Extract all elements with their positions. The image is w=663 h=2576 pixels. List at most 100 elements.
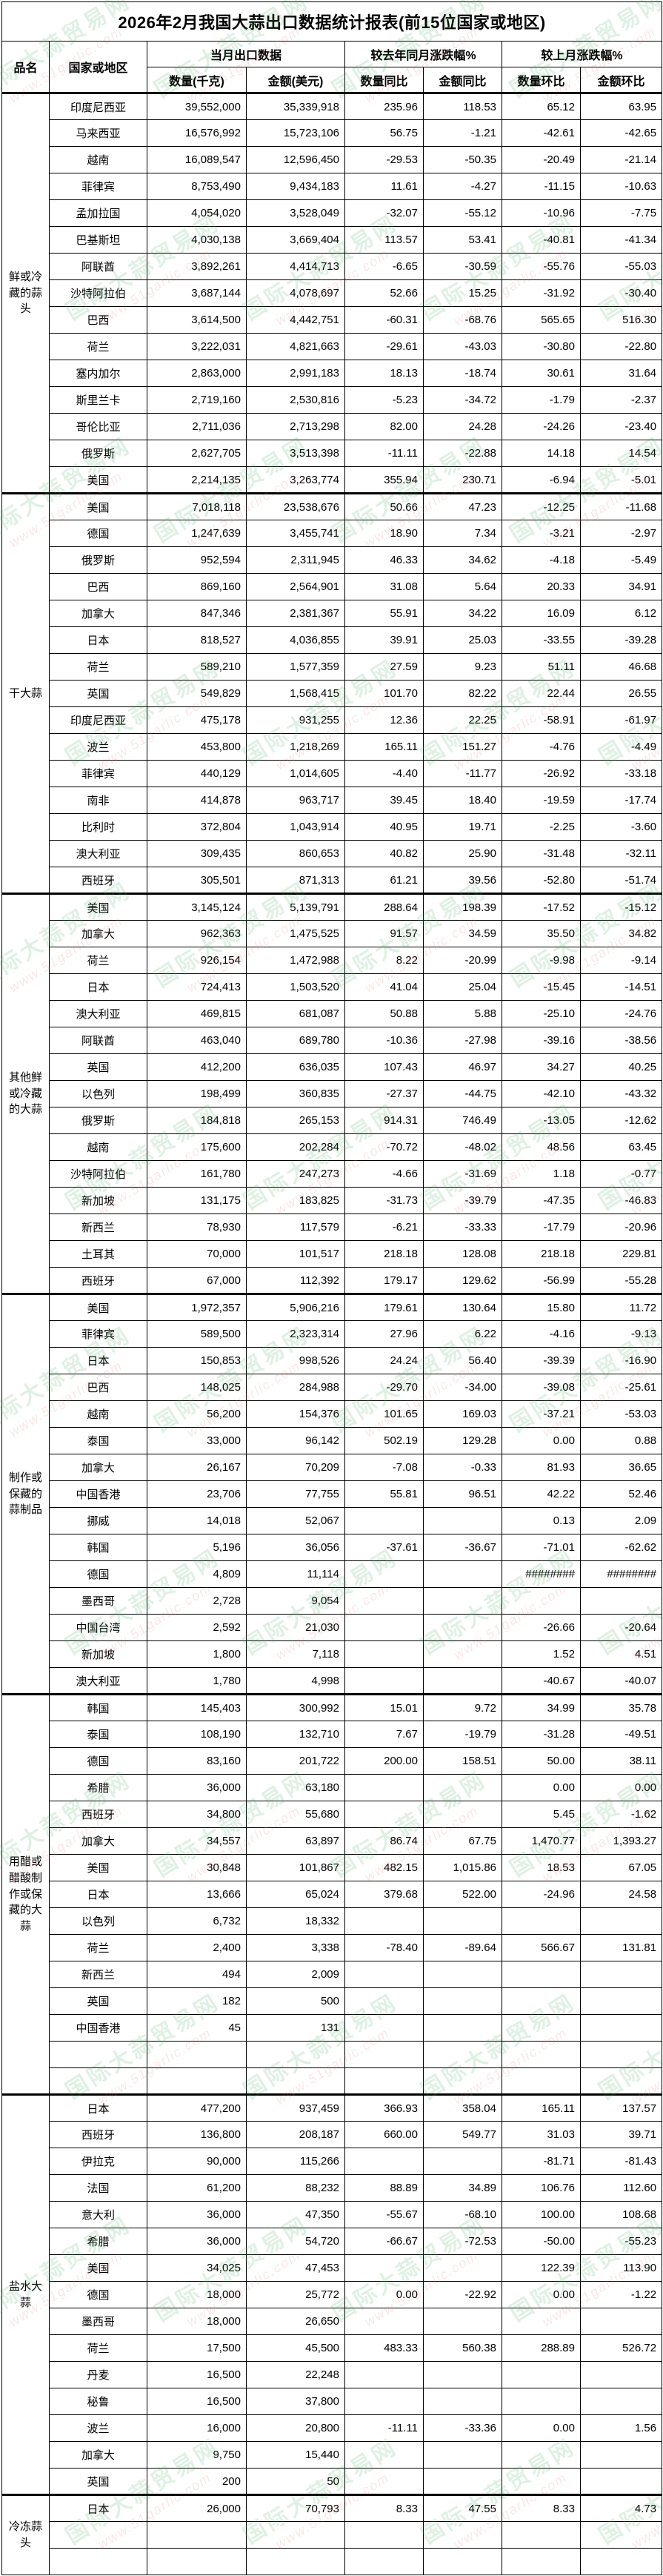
value-cell: -7.08 bbox=[344, 1454, 424, 1481]
value-cell bbox=[344, 2308, 424, 2335]
value-cell: -39.16 bbox=[502, 1027, 581, 1054]
value-cell: 201,722 bbox=[246, 1747, 345, 1775]
table-row: 用醋或醋酸制作或保藏的大蒜 韩国 145,403 300,992 15.01 9.72 34… bbox=[1, 1693, 663, 2095]
country-cell: 希腊 bbox=[49, 1774, 147, 1801]
value-cell: 0.00 bbox=[344, 2281, 424, 2308]
value-cell: 47.55 bbox=[423, 2494, 502, 2522]
table-row: 越南 175,600 202,284 -70.72 -48.02 48.56 63.45 bbox=[2, 1133, 663, 1161]
value-cell: 1,043,914 bbox=[246, 813, 345, 841]
value-cell: -19.59 bbox=[502, 787, 581, 814]
value-cell: 24.58 bbox=[579, 1881, 663, 1908]
value-cell: 453,800 bbox=[147, 733, 247, 761]
country-cell: 波兰 bbox=[49, 733, 147, 761]
value-cell: 130.64 bbox=[423, 1293, 502, 1321]
value-cell: 1,972,357 bbox=[147, 1293, 247, 1321]
value-cell: -22.80 bbox=[579, 333, 663, 360]
value-cell: 689,780 bbox=[246, 1027, 345, 1054]
value-cell: -55.23 bbox=[579, 2228, 663, 2255]
value-cell: 70,793 bbox=[246, 2494, 345, 2522]
value-cell bbox=[423, 2067, 502, 2095]
country-cell: 墨西哥 bbox=[49, 2308, 147, 2335]
value-cell: 132,710 bbox=[246, 1721, 345, 1748]
value-cell: 67,000 bbox=[147, 1267, 247, 1294]
value-cell bbox=[423, 1560, 502, 1588]
value-cell bbox=[344, 2468, 424, 2495]
value-cell: 106.76 bbox=[502, 2174, 581, 2202]
value-cell bbox=[423, 2468, 502, 2495]
table-row: 斯里兰卡 2,719,160 2,530,816 -5.23 -34.72 -1.79 -2… bbox=[2, 386, 663, 414]
value-cell bbox=[423, 2041, 502, 2068]
country-cell: 菲律宾 bbox=[49, 173, 147, 200]
value-cell: 16,500 bbox=[147, 2361, 247, 2388]
value-cell: -12.25 bbox=[502, 492, 581, 520]
value-cell bbox=[344, 1560, 424, 1588]
value-cell: 5,196 bbox=[147, 1534, 247, 1561]
value-cell: 2,214,135 bbox=[147, 466, 247, 494]
country-cell: 法国 bbox=[49, 2174, 147, 2202]
value-cell: 108.68 bbox=[579, 2201, 663, 2228]
value-cell bbox=[502, 1987, 581, 2015]
country-cell: 巴西 bbox=[49, 573, 147, 600]
table-row: 中国香港 23,706 77,755 55.81 96.51 42.22 52.46 bbox=[2, 1480, 663, 1508]
table-row: 中国台湾 2,592 21,030 -26.66 -20.64 bbox=[2, 1614, 663, 1641]
value-cell: -55.76 bbox=[502, 253, 581, 280]
value-cell: 19.71 bbox=[423, 813, 502, 841]
table-row bbox=[2, 2041, 663, 2068]
value-cell: 39.91 bbox=[344, 626, 424, 654]
value-cell: 16,000 bbox=[147, 2414, 247, 2442]
country-cell: 中国台湾 bbox=[49, 1614, 147, 1641]
value-cell: 179.61 bbox=[344, 1293, 424, 1321]
value-cell: -15.12 bbox=[579, 893, 663, 921]
value-cell bbox=[502, 2308, 581, 2335]
value-cell: 0.00 bbox=[502, 1427, 581, 1454]
value-cell: -43.32 bbox=[579, 1080, 663, 1107]
value-cell: -17.52 bbox=[502, 893, 581, 921]
country-cell: 德国 bbox=[49, 1747, 147, 1775]
value-cell: 494 bbox=[147, 1961, 247, 1988]
value-cell: -11.11 bbox=[344, 440, 424, 467]
value-cell: 566.67 bbox=[502, 1934, 581, 1961]
value-cell: 101.65 bbox=[344, 1400, 424, 1428]
value-cell: 56.40 bbox=[423, 1347, 502, 1374]
value-cell: 0.00 bbox=[502, 1774, 581, 1801]
value-cell: 50.88 bbox=[344, 1000, 424, 1027]
table-row: 美国 30,848 101,867 482.15 1,015.86 18.53 67.05 bbox=[2, 1854, 663, 1881]
value-cell: -39.79 bbox=[423, 1187, 502, 1214]
table-row: 哥伦比亚 2,711,036 2,713,298 82.00 24.28 -24.26 -2… bbox=[2, 413, 663, 440]
value-cell: 469,815 bbox=[147, 1000, 247, 1027]
table-row: 菲律宾 440,129 1,014,605 -4.40 -11.77 -26.92 -33.… bbox=[2, 760, 663, 787]
value-cell: 161,780 bbox=[147, 1160, 247, 1188]
value-cell: 963,717 bbox=[246, 787, 345, 814]
value-cell bbox=[502, 2067, 581, 2095]
value-cell: -7.75 bbox=[579, 199, 663, 227]
value-cell: 41.04 bbox=[344, 973, 424, 1001]
value-cell: -81.43 bbox=[579, 2148, 663, 2175]
value-cell: 1,475,525 bbox=[246, 920, 345, 947]
value-cell bbox=[423, 1801, 502, 1828]
value-cell: -3.21 bbox=[502, 520, 581, 547]
value-cell: 52.66 bbox=[344, 279, 424, 307]
value-cell: 200.00 bbox=[344, 1747, 424, 1775]
value-cell: -29.53 bbox=[344, 146, 424, 173]
country-cell: 俄罗斯 bbox=[49, 1107, 147, 1134]
value-cell bbox=[344, 2254, 424, 2282]
table-row: 秘鲁 16,500 37,800 bbox=[2, 2388, 663, 2415]
table-row bbox=[2, 2067, 663, 2095]
value-cell: 937,459 bbox=[246, 2093, 345, 2122]
product-name-0: 鲜或冷藏的蒜头 bbox=[1, 92, 50, 494]
value-cell: -24.76 bbox=[579, 1000, 663, 1027]
value-cell: 27.59 bbox=[344, 653, 424, 681]
value-cell: -34.72 bbox=[423, 386, 502, 414]
value-cell: 522.00 bbox=[423, 1881, 502, 1908]
col-header-qty-yoy: 数量同比 bbox=[344, 67, 424, 94]
value-cell: 50.00 bbox=[502, 1747, 581, 1775]
value-cell: 6.12 bbox=[579, 600, 663, 627]
product-name-4: 用醋或醋酸制作或保藏的大蒜 bbox=[1, 1693, 50, 2095]
country-cell: 孟加拉国 bbox=[49, 199, 147, 227]
value-cell: 36,056 bbox=[246, 1534, 345, 1561]
country-cell: 菲律宾 bbox=[49, 760, 147, 787]
value-cell: 502.19 bbox=[344, 1427, 424, 1454]
value-cell: -26.66 bbox=[502, 1614, 581, 1641]
country-cell: 英国 bbox=[49, 680, 147, 707]
